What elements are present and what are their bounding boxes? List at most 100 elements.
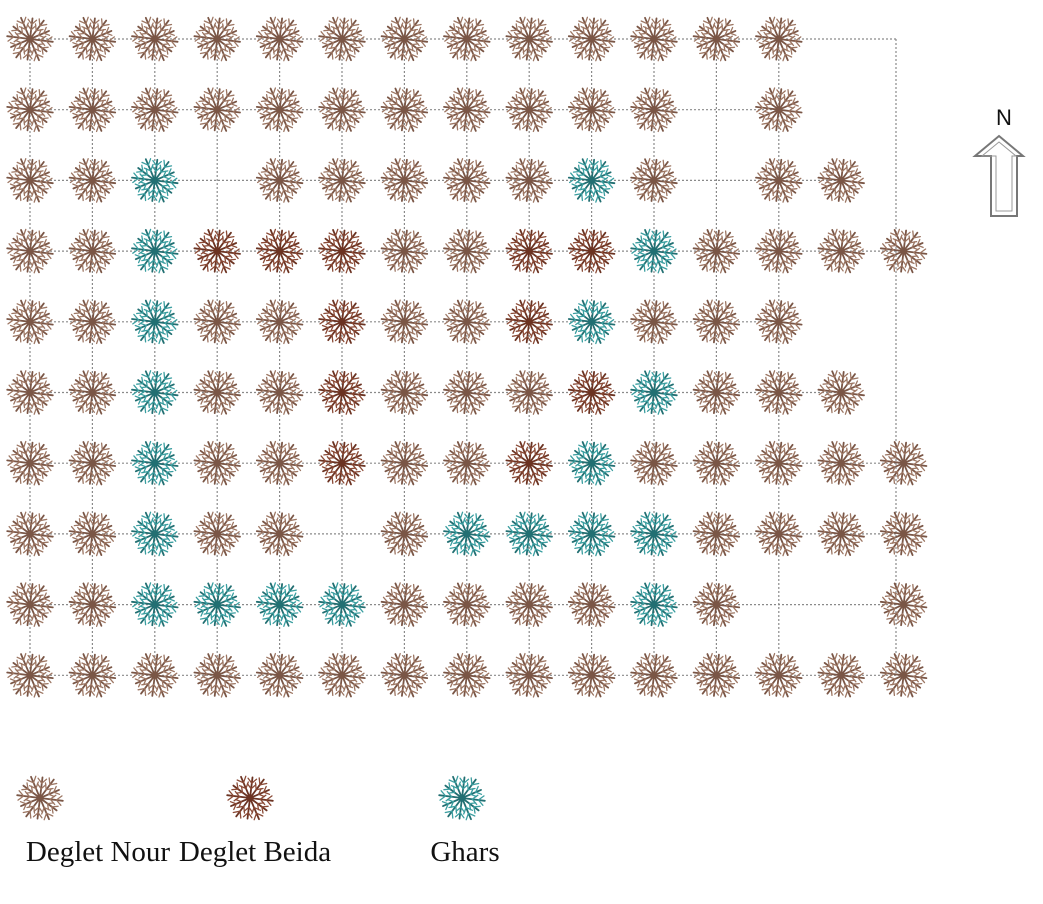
palm-tree-dn <box>6 652 54 698</box>
palm-tree-dn <box>68 16 117 62</box>
palm-tree-dn <box>443 16 491 62</box>
palm-tree-gh <box>131 370 179 415</box>
palm-tree-dn <box>567 87 616 133</box>
palm-tree-dn <box>193 652 241 698</box>
palm-tree-dn <box>6 440 54 486</box>
palm-tree-dn <box>6 582 54 627</box>
palm-tree-gh <box>131 299 179 345</box>
palm-trees <box>6 16 928 698</box>
palm-tree-dn <box>380 16 429 62</box>
palm-tree-dn <box>6 511 54 557</box>
palm-tree-dn <box>755 16 803 62</box>
palm-tree-dn <box>6 87 54 133</box>
palm-tree-dn <box>443 370 491 415</box>
legend-label-ghars: Ghars <box>430 836 500 868</box>
palm-tree-dn <box>817 652 865 698</box>
palm-tree-dn <box>630 87 678 133</box>
legend-icon-dn <box>16 775 64 821</box>
legend-icon-db <box>226 775 274 821</box>
palm-tree-dn <box>879 511 928 557</box>
palm-tree-dn <box>380 228 429 274</box>
palm-tree-dn <box>443 299 491 345</box>
palm-tree-db <box>505 440 553 486</box>
palm-tree-dn <box>131 16 179 62</box>
palm-tree-dn <box>817 228 865 274</box>
palm-tree-dn <box>255 299 304 345</box>
palm-tree-dn <box>879 228 928 274</box>
palm-tree-dn <box>692 652 741 698</box>
palm-tree-gh <box>131 582 179 627</box>
palm-tree-gh <box>630 228 678 274</box>
palm-tree-dn <box>755 511 803 557</box>
palm-tree-dn <box>68 582 117 627</box>
palm-tree-gh <box>630 511 678 557</box>
palm-tree-dn <box>443 87 491 133</box>
palm-tree-dn <box>255 370 304 415</box>
palm-tree-gh <box>255 582 304 627</box>
palm-tree-dn <box>630 652 678 698</box>
palm-tree-db <box>318 440 366 486</box>
palm-tree-gh <box>131 440 179 486</box>
palm-tree-dn <box>380 158 429 203</box>
legend-label-deglet-beida: Deglet Beida <box>178 836 332 868</box>
palm-tree-dn <box>68 228 117 274</box>
palm-tree-gh <box>443 511 491 557</box>
palm-tree-dn <box>255 440 304 486</box>
legend-icon-gh <box>438 775 486 821</box>
palm-tree-dn <box>755 87 803 133</box>
palm-tree-dn <box>380 582 429 627</box>
palm-tree-gh <box>193 582 241 627</box>
palm-tree-db <box>505 299 553 345</box>
north-label: N <box>996 105 1012 130</box>
palm-tree-db <box>318 299 366 345</box>
palm-tree-dn <box>318 158 366 203</box>
palm-tree-dn <box>692 511 741 557</box>
palm-tree-dn <box>630 158 678 203</box>
palm-tree-dn <box>505 87 553 133</box>
palm-tree-dn <box>255 158 304 203</box>
palm-tree-dn <box>6 370 54 415</box>
palm-tree-dn <box>68 87 117 133</box>
palm-tree-dn <box>692 16 741 62</box>
palm-tree-dn <box>6 158 54 203</box>
palm-tree-dn <box>68 652 117 698</box>
palm-tree-dn <box>443 582 491 627</box>
palm-tree-dn <box>193 299 241 345</box>
palm-tree-dn <box>630 16 678 62</box>
palm-tree-dn <box>255 16 304 62</box>
palm-tree-dn <box>193 511 241 557</box>
palm-tree-dn <box>193 440 241 486</box>
palm-tree-dn <box>755 440 803 486</box>
palm-tree-dn <box>817 370 865 415</box>
palm-tree-dn <box>505 652 553 698</box>
palm-tree-dn <box>755 158 803 203</box>
palm-tree-db <box>567 228 616 274</box>
palm-tree-db <box>318 228 366 274</box>
palm-tree-dn <box>68 440 117 486</box>
palm-tree-dn <box>755 652 803 698</box>
palm-tree-dn <box>692 582 741 627</box>
palm-tree-gh <box>567 158 616 203</box>
palm-tree-dn <box>755 370 803 415</box>
palm-tree-dn <box>692 299 741 345</box>
palm-tree-gh <box>630 370 678 415</box>
palm-tree-dn <box>505 16 553 62</box>
palm-tree-gh <box>567 440 616 486</box>
palm-tree-dn <box>630 299 678 345</box>
palm-tree-dn <box>567 16 616 62</box>
palm-tree-dn <box>879 652 928 698</box>
palm-tree-dn <box>692 440 741 486</box>
palm-tree-dn <box>879 582 928 627</box>
palm-tree-dn <box>567 652 616 698</box>
palm-tree-dn <box>68 370 117 415</box>
palm-tree-db <box>318 370 366 415</box>
palm-tree-dn <box>443 652 491 698</box>
palm-tree-db <box>567 370 616 415</box>
palm-tree-dn <box>6 228 54 274</box>
palm-tree-dn <box>380 511 429 557</box>
palm-tree-dn <box>443 158 491 203</box>
palm-tree-dn <box>817 440 865 486</box>
palm-tree-dn <box>380 652 429 698</box>
north-arrow-icon <box>972 134 1026 217</box>
palm-tree-dn <box>380 299 429 345</box>
